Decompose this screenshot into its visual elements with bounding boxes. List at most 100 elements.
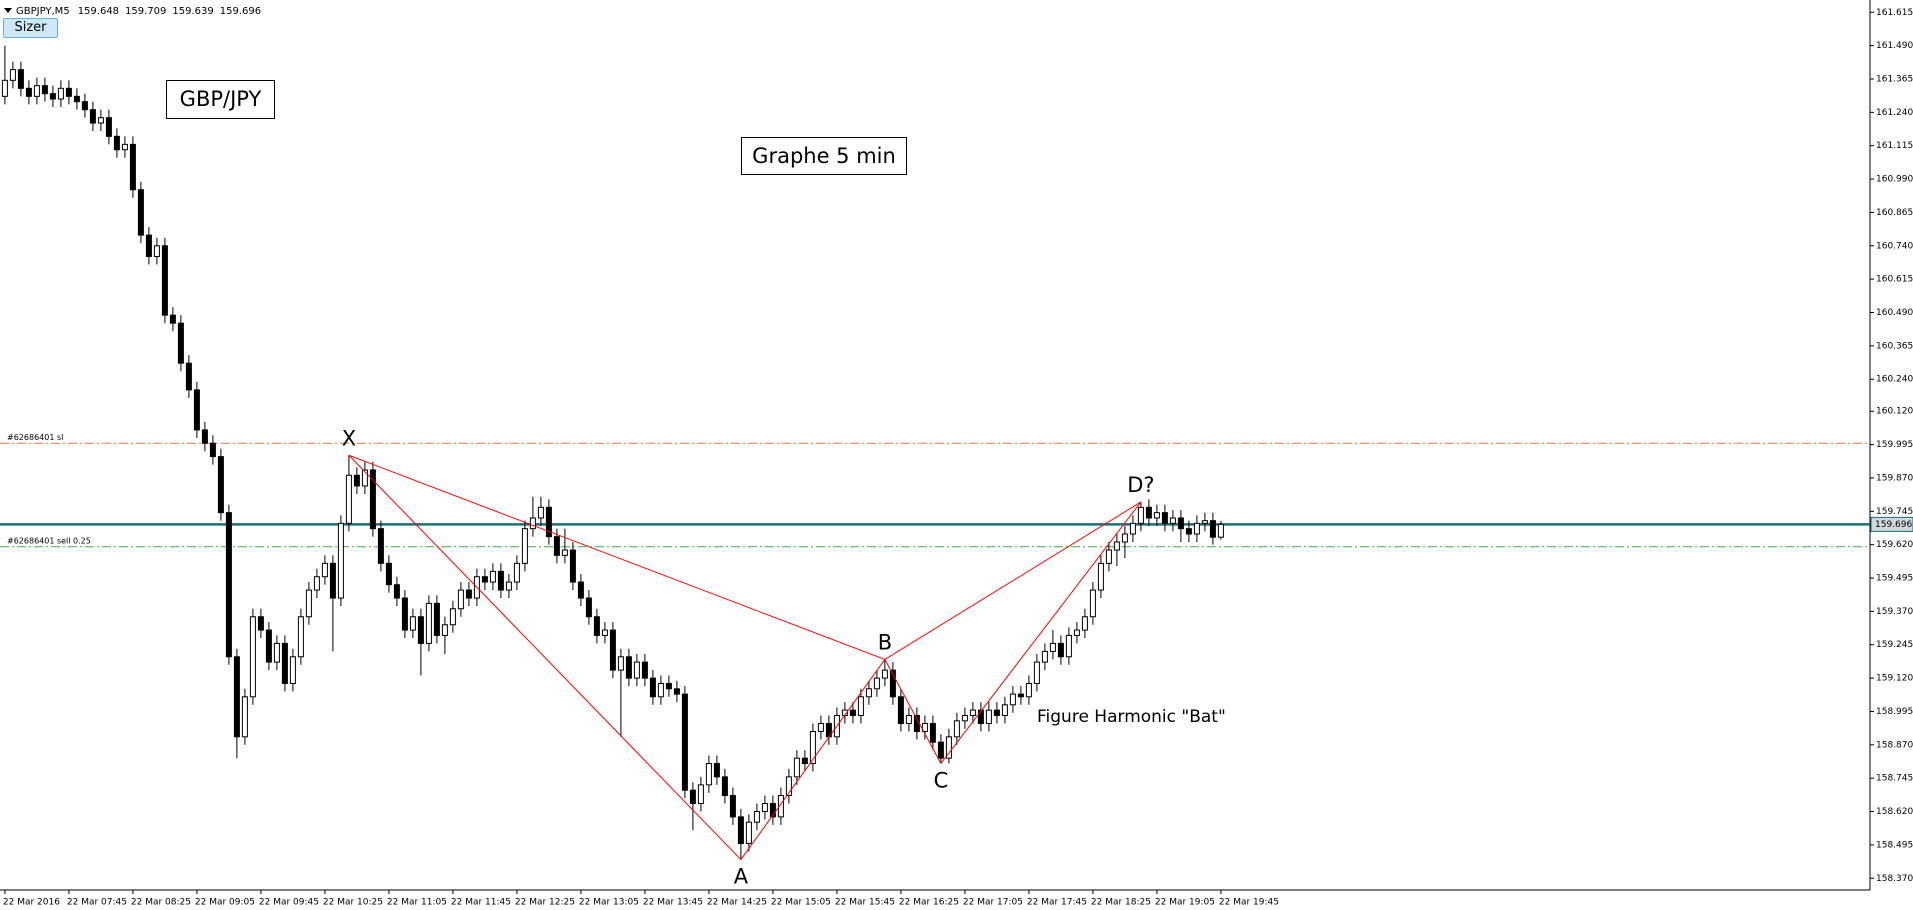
order-label: #62686401 sl [7,433,63,442]
candle-body [505,581,512,591]
candle-body [241,696,248,738]
candle-body [977,709,984,724]
x-tick-label: 22 Mar 18:25 [1091,898,1151,908]
candle-body [449,608,456,626]
candle-body [481,576,488,583]
x-tick-label: 22 Mar 15:45 [835,898,895,908]
candle-body [873,677,880,690]
header-open: 159.648 [78,6,119,17]
candle-body [697,784,704,805]
pattern-line [884,659,942,764]
pattern-line [348,454,886,660]
y-tick-label: 160.615 [1876,275,1913,285]
pattern-annotation: Figure Harmonic "Bat" [1037,707,1226,727]
y-tick-label: 160.865 [1876,208,1913,218]
candle-body [625,656,632,679]
x-tick-label: 22 Mar 14:25 [707,898,767,908]
candle-body [705,763,712,786]
candle-body [105,117,112,137]
candle-body [25,87,32,97]
pattern-label: A [734,865,749,889]
candle-body [593,616,600,636]
y-tick-label: 160.120 [1876,407,1913,417]
candle-body [97,117,104,124]
candle-body [345,474,352,524]
candle-body [1137,506,1144,524]
candle-body [809,730,816,765]
header-close: 159.696 [220,6,261,17]
pattern-label: C [934,769,949,793]
candle-body [377,528,384,564]
candle-body [545,506,552,538]
candle-body [601,629,608,636]
candle-body [1217,523,1224,538]
candle-body [297,616,304,658]
candle-body [1073,629,1080,636]
candle-body [953,720,960,738]
y-tick-label: 159.620 [1876,540,1913,550]
x-tick-label: 22 Mar 13:45 [643,898,703,908]
candle-body [289,656,296,684]
candle-body [89,109,96,124]
pattern-label: B [878,630,892,654]
candle-body [729,795,736,818]
candle-body [465,589,472,599]
candle-body [1105,549,1112,564]
pattern-line [940,501,1142,764]
y-tick-label: 159.245 [1876,640,1913,650]
candle-body [417,616,424,644]
candle-body [433,602,440,636]
menu-arrow[interactable] [4,8,12,13]
symbol: GBPJPY,M5 [16,6,70,17]
candle-body [225,512,232,658]
candle-body [57,87,64,100]
candle-body [929,722,936,743]
x-tick-label: 22 Mar 09:45 [259,898,319,908]
candle-body [945,736,952,759]
candle-body [1161,512,1168,524]
candle-body [201,429,208,444]
candle-body [153,245,160,257]
candle-body [857,696,864,716]
header-high: 159.709 [125,6,166,17]
y-tick-label: 161.490 [1876,41,1913,51]
x-tick-label: 22 Mar 19:05 [1155,898,1215,908]
candle-body [1001,704,1008,716]
y-tick-label: 158.620 [1876,807,1913,817]
candle-body [497,570,504,591]
candle-body [401,597,408,631]
x-tick-label: 22 Mar 2016 [3,898,60,908]
candle-body [385,562,392,586]
candle-body [641,661,648,679]
candle-body [1169,517,1176,524]
candle-body [249,616,256,698]
candle-body [993,709,1000,716]
candle-body [353,474,360,487]
candle-body [1089,589,1096,618]
candle-body [41,85,48,95]
candle-body [513,562,520,583]
candle-body [713,763,720,778]
candle-body [737,816,744,845]
candle-body [409,616,416,631]
pattern-label: X [342,426,356,450]
candle-body [81,101,88,111]
candle-body [769,803,776,818]
candle-body [721,776,728,797]
sizer-button[interactable]: Sizer [3,18,58,38]
candle-body [657,682,664,698]
candle-body [233,656,240,738]
candle-body [1113,541,1120,551]
candle-body [889,669,896,698]
candle-body [193,389,200,431]
candle-body [1041,650,1048,663]
y-tick-label: 161.365 [1876,74,1913,84]
y-tick-label: 159.120 [1876,674,1913,684]
candle-body [1209,520,1216,538]
y-tick-label: 160.240 [1876,375,1913,385]
candle-body [209,442,216,458]
candle-body [457,589,464,610]
candle-body [649,677,656,698]
candle-body [273,642,280,663]
